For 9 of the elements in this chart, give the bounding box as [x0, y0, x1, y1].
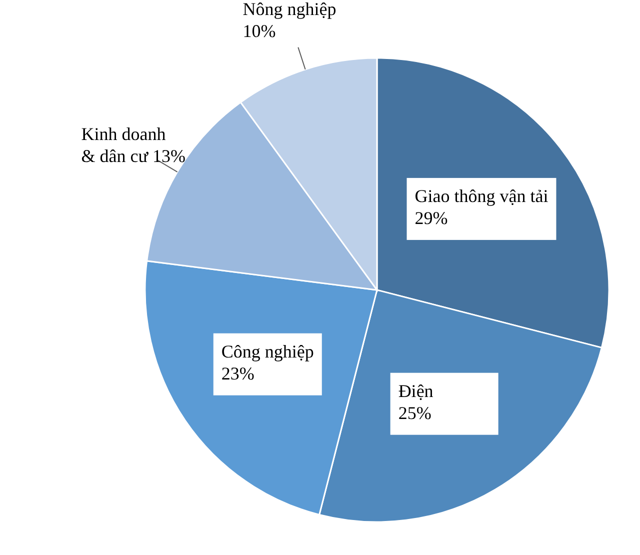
data-label: 10% [242, 20, 276, 41]
slice-label: Giao thông vận tải [414, 186, 548, 206]
slice-label: Công nghiệp [221, 341, 314, 362]
data-label: 25% [398, 402, 432, 423]
data-label: 29% [414, 208, 448, 228]
slice-label: Điện [398, 380, 434, 401]
slice-label: Nông nghiệp [242, 0, 336, 19]
data-label: 23% [221, 363, 254, 384]
slice-label: Kinh doanh & dân cư 13% [81, 124, 186, 166]
